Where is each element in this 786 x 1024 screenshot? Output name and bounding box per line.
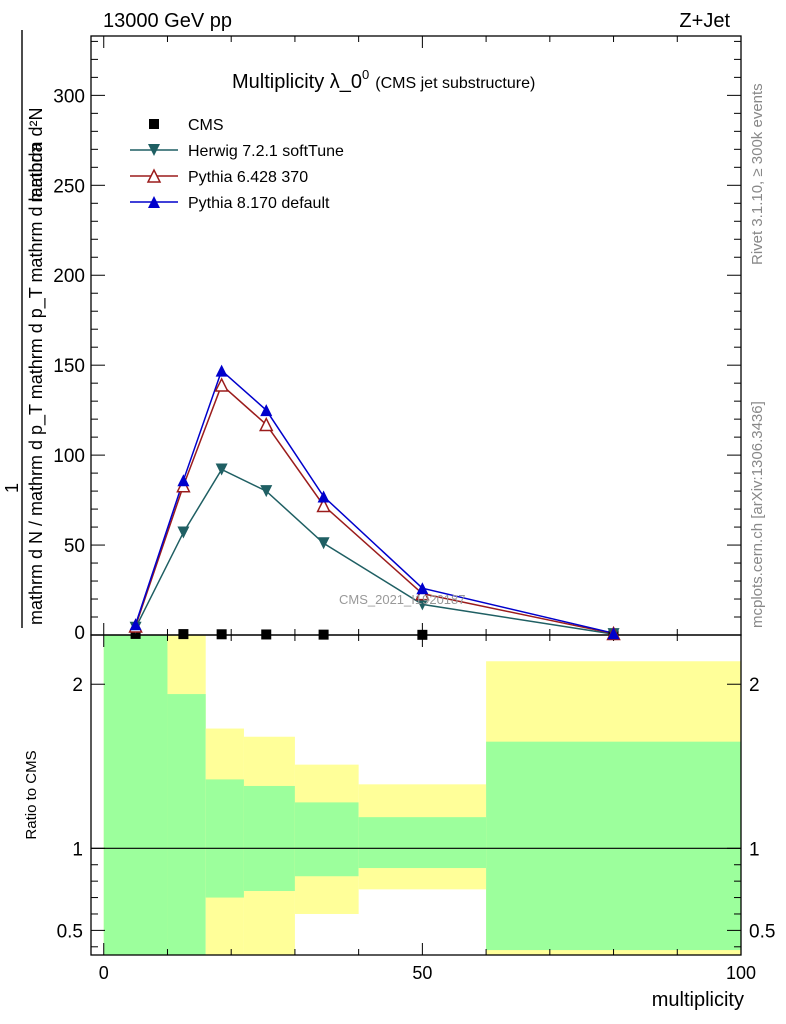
data-point-s0-4 xyxy=(318,629,329,640)
ratio-band-green-6 xyxy=(486,741,741,951)
data-point-s2-3 xyxy=(259,416,274,432)
data-point-s3-5 xyxy=(416,582,429,595)
upper-y-tick-label-0: 50 xyxy=(64,536,85,557)
process-label: Z+Jet xyxy=(679,10,730,32)
ratio-band-green-0 xyxy=(103,635,168,955)
watermark: CMS_2021_I1920187 xyxy=(339,592,466,607)
lower-y-tick-label-right-2: 2 xyxy=(749,675,760,696)
x-axis-title: multiplicity xyxy=(652,989,744,1011)
data-point-s2-2 xyxy=(214,377,229,392)
data-point-s3-6 xyxy=(607,627,620,640)
data-point-s0-1 xyxy=(178,629,189,640)
upper-y-tick-label-2: 150 xyxy=(53,356,85,377)
y-axis-title-top: 1 xyxy=(2,483,22,493)
upper-y-tick-label-4: 250 xyxy=(53,176,85,197)
lower-y-tick-label-right-1: 1 xyxy=(749,839,760,860)
x-tick-label-1: 50 xyxy=(412,963,432,983)
legend-marker-3 xyxy=(148,196,160,208)
ratio-band-green-3 xyxy=(243,785,295,891)
data-point-s3-2 xyxy=(215,364,228,377)
ratio-band-green-4 xyxy=(294,802,359,877)
ratio-band-green-2 xyxy=(205,779,244,898)
data-point-s3-1 xyxy=(177,474,190,487)
lower-y-tick-label-1: 1 xyxy=(72,839,83,860)
legend-marker-0 xyxy=(149,119,159,129)
legend-label-0: CMS xyxy=(188,117,224,134)
legend-label-3: Pythia 8.170 default xyxy=(188,195,330,212)
y-axis-title-denominator: mathrm d N / mathrm d p_T mathrm d p_T m… xyxy=(26,142,47,625)
legend-label-1: Herwig 7.2.1 softTune xyxy=(188,143,344,160)
lower-y-tick-label-0: 0.5 xyxy=(57,921,83,942)
data-point-s1-5 xyxy=(416,598,429,611)
data-point-s1-3 xyxy=(260,485,273,498)
data-point-s3-3 xyxy=(260,404,273,417)
ratio-band-green-5 xyxy=(358,817,487,869)
rivet-label: Rivet 3.1.10, ≥ 300k events xyxy=(749,83,766,265)
data-point-s0-3 xyxy=(261,629,272,640)
lower-y-tick-label-right-0: 0.5 xyxy=(749,921,775,942)
chart-title-superscript: 0 xyxy=(362,67,369,82)
upper-y-tick-label-5: 300 xyxy=(53,86,85,107)
data-point-s0-5 xyxy=(417,629,428,640)
data-point-s2-4 xyxy=(316,497,331,513)
lower-y-tick-label-2: 2 xyxy=(72,675,83,696)
mcplots-label: mcplots.cern.ch [arXiv:1306.3436] xyxy=(749,401,766,628)
legend-marker-2 xyxy=(146,168,162,183)
upper-y-tick-label-1: 100 xyxy=(53,446,85,467)
x-tick-label-2: 100 xyxy=(726,963,756,983)
lower-plot-frame xyxy=(90,634,742,956)
data-point-s1-4 xyxy=(317,537,330,550)
y-axis-title-numerator: mathrm d²N xyxy=(26,107,46,202)
energy-label: 13000 GeV pp xyxy=(103,10,232,32)
data-point-s0-2 xyxy=(216,629,227,640)
data-point-s3-4 xyxy=(317,490,330,503)
data-point-s1-2 xyxy=(215,463,228,476)
chart-title-subtitle: (CMS jet substructure) xyxy=(375,75,535,92)
chart-title: Multiplicity λ_00 (CMS jet substructure) xyxy=(232,67,535,93)
data-point-s0-0 xyxy=(130,628,141,639)
x-tick-label-0: 0 xyxy=(99,963,109,983)
chart-title-main: Multiplicity λ_0 xyxy=(232,71,362,93)
data-point-s1-1 xyxy=(177,526,190,539)
upper-y-tick-label-3: 200 xyxy=(53,266,85,287)
ratio-band-green-1 xyxy=(167,694,206,955)
legend-label-2: Pythia 6.428 370 xyxy=(188,169,308,186)
ratio-y-axis-title: Ratio to CMS xyxy=(23,750,40,839)
data-point-s3-0 xyxy=(129,618,142,631)
upper-y-tick-label-zero: 0 xyxy=(74,623,85,644)
legend-marker-1 xyxy=(148,144,160,156)
